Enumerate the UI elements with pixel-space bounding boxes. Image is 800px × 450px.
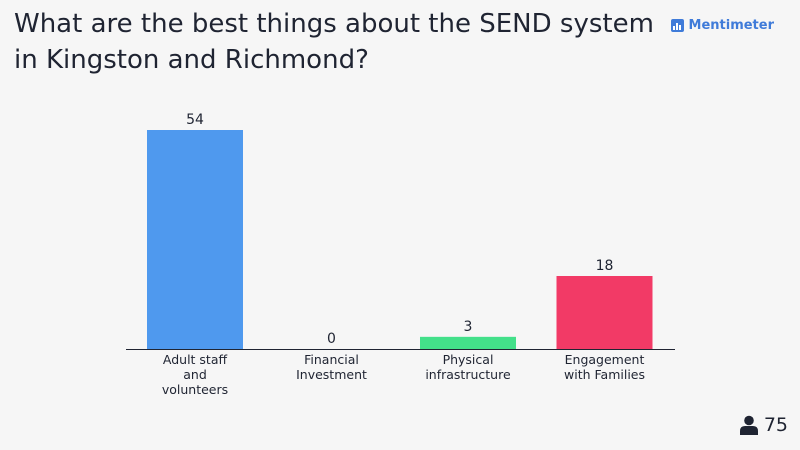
bar-3 [420,336,516,349]
logo-text: Mentimeter [688,18,774,33]
page-title: What are the best things about the SEND … [14,9,654,75]
value-label-1: 54 [186,112,204,128]
value-label-2: 0 [327,331,336,347]
category-label-1: Adult staff and volunteers [162,352,228,397]
value-label-4: 18 [596,258,614,274]
participants-counter: 75 [739,414,788,436]
person-icon [739,415,758,435]
value-label-3: 3 [464,319,473,335]
mentimeter-logo-icon [670,19,684,32]
bar-4 [556,276,653,349]
category-label-4: Engagement with Families [564,352,645,382]
bar-1 [147,130,243,349]
category-label-2: Financial Investment [296,352,367,382]
mentimeter-logo: Mentimeter [670,18,774,33]
category-label-3: Physical infrastructure [425,352,511,382]
participants-count: 75 [763,414,788,436]
